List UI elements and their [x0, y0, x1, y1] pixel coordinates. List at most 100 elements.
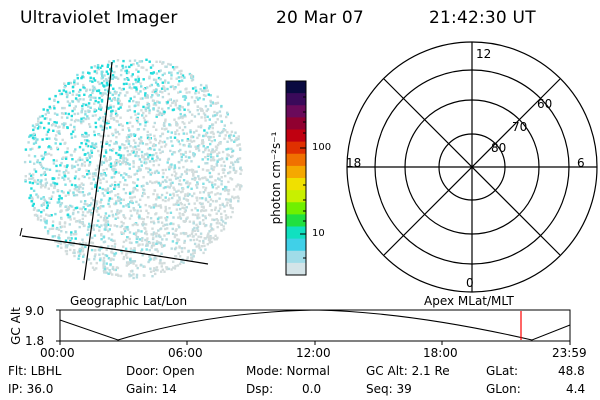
emission-pixel — [103, 188, 107, 191]
emission-pixel — [199, 248, 202, 252]
emission-pixel — [41, 114, 44, 118]
emission-pixel — [96, 66, 99, 69]
emission-pixel — [106, 223, 110, 226]
emission-pixel — [77, 119, 80, 122]
emission-pixel — [139, 209, 142, 213]
emission-pixel — [60, 190, 64, 193]
emission-pixel — [74, 206, 77, 210]
emission-pixel — [145, 94, 149, 97]
emission-pixel — [144, 227, 147, 230]
emission-pixel — [98, 253, 101, 256]
emission-pixel — [32, 142, 36, 145]
emission-pixel — [93, 110, 96, 113]
emission-pixel — [105, 248, 108, 252]
emission-pixel — [180, 260, 183, 263]
emission-pixel — [151, 227, 154, 230]
emission-pixel — [91, 236, 94, 240]
emission-pixel — [172, 260, 175, 263]
emission-pixel — [220, 218, 223, 222]
emission-pixel — [227, 171, 230, 175]
emission-pixel — [216, 236, 219, 240]
mlt-label-0: 0 — [466, 276, 474, 290]
emission-pixel — [60, 161, 63, 165]
emission-pixel — [145, 244, 148, 247]
emission-pixel — [110, 245, 114, 248]
emission-pixel — [88, 154, 91, 157]
emission-pixel — [209, 94, 212, 97]
emission-pixel — [89, 94, 92, 97]
emission-pixel — [84, 200, 87, 203]
emission-pixel — [187, 103, 190, 107]
emission-pixel — [68, 102, 71, 105]
emission-pixel — [135, 231, 138, 234]
emission-pixel — [114, 171, 118, 174]
emission-pixel — [53, 186, 56, 190]
emission-pixel — [139, 90, 142, 93]
colorbar-unit-label: photon cm⁻²s⁻¹ — [269, 131, 283, 225]
emission-pixel — [239, 172, 242, 175]
emission-pixel — [99, 257, 102, 260]
emission-pixel — [119, 106, 122, 109]
emission-pixel — [178, 107, 181, 110]
emission-pixel — [96, 219, 100, 222]
emission-pixel — [127, 71, 130, 74]
emission-pixel — [48, 214, 51, 217]
emission-pixel — [185, 181, 188, 185]
emission-pixel — [115, 65, 118, 68]
emission-pixel — [74, 135, 77, 138]
emission-pixel — [166, 161, 169, 164]
emission-pixel — [69, 239, 72, 242]
emission-pixel — [94, 145, 97, 148]
emission-pixel — [103, 74, 106, 77]
emission-pixel — [141, 142, 144, 145]
emission-pixel — [224, 214, 228, 217]
emission-pixel — [81, 238, 84, 241]
emission-pixel — [152, 244, 156, 247]
emission-pixel — [81, 191, 85, 194]
emission-pixel — [205, 86, 208, 89]
emission-pixel — [71, 85, 75, 89]
emission-pixel — [172, 266, 175, 269]
emission-pixel — [202, 112, 206, 115]
emission-pixel — [159, 135, 162, 138]
emission-pixel — [152, 153, 155, 157]
emission-pixel — [172, 99, 176, 103]
emission-pixel — [82, 83, 85, 87]
emission-pixel — [155, 115, 158, 118]
emission-pixel — [59, 242, 63, 246]
emission-pixel — [68, 189, 72, 192]
emission-pixel — [142, 155, 145, 159]
emission-pixel — [97, 80, 100, 84]
emission-pixel — [119, 154, 123, 157]
emission-pixel — [70, 114, 73, 118]
emission-pixel — [78, 219, 81, 222]
emission-pixel — [149, 258, 152, 261]
emission-pixel — [236, 159, 239, 162]
emission-pixel — [209, 203, 212, 206]
emission-pixel — [154, 144, 157, 147]
emission-pixel — [74, 148, 77, 151]
emission-pixel — [216, 152, 219, 156]
emission-pixel — [97, 207, 100, 210]
emission-pixel — [196, 136, 199, 140]
emission-pixel — [80, 221, 83, 225]
emission-pixel — [66, 208, 69, 211]
emission-pixel — [111, 213, 115, 217]
emission-pixel — [173, 68, 176, 71]
emission-pixel — [53, 177, 56, 180]
emission-pixel — [140, 85, 143, 88]
emission-pixel — [145, 233, 149, 236]
emission-pixel — [98, 258, 102, 262]
emission-pixel — [152, 107, 155, 110]
emission-pixel — [40, 165, 44, 168]
emission-pixel — [81, 250, 85, 253]
emission-pixel — [179, 232, 183, 235]
emission-pixel — [82, 103, 85, 106]
emission-pixel — [107, 237, 111, 240]
emission-pixel — [129, 175, 132, 179]
emission-pixel — [84, 208, 87, 211]
emission-pixel — [220, 229, 223, 232]
emission-pixel — [83, 86, 86, 90]
emission-pixel — [167, 267, 170, 271]
emission-pixel — [88, 209, 91, 212]
